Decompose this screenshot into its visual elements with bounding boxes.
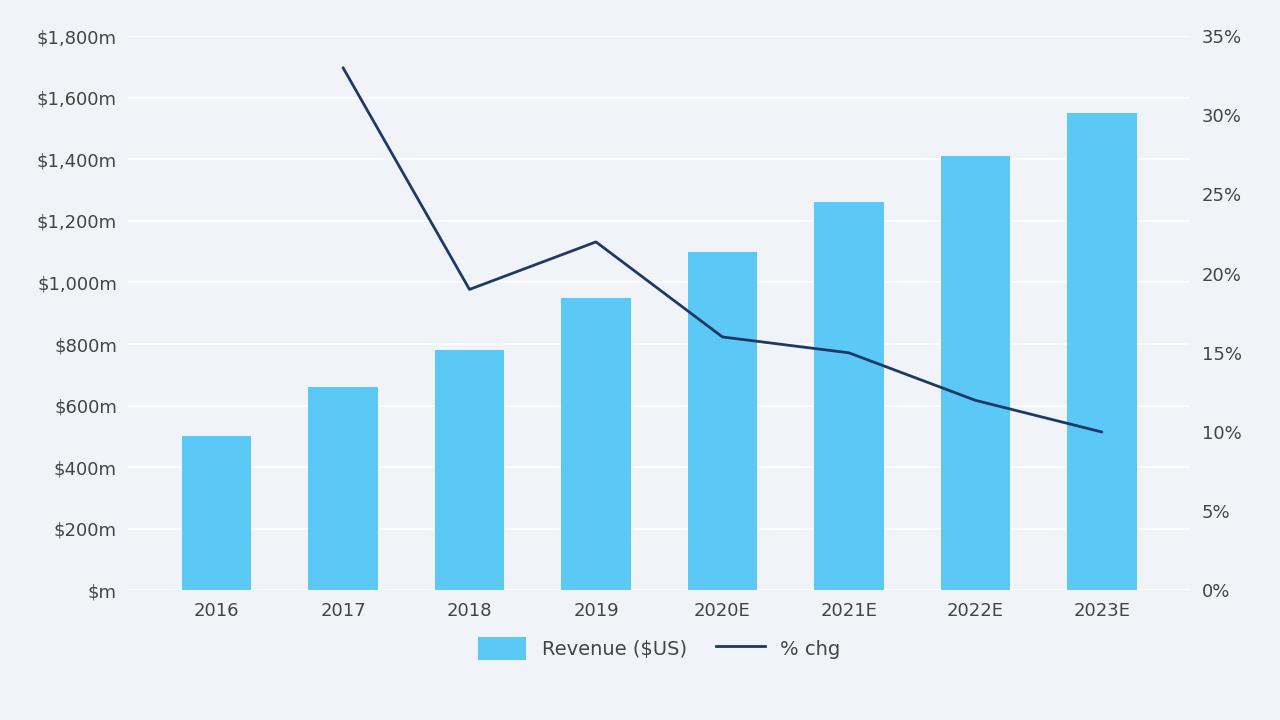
Legend: Revenue ($US), % chg: Revenue ($US), % chg — [468, 627, 850, 670]
Bar — [435, 350, 504, 590]
Bar — [814, 202, 883, 590]
Bar — [182, 436, 251, 590]
Bar — [687, 251, 758, 590]
Bar — [561, 298, 631, 590]
Bar — [941, 156, 1010, 590]
Bar — [308, 387, 378, 590]
Bar — [1068, 113, 1137, 590]
